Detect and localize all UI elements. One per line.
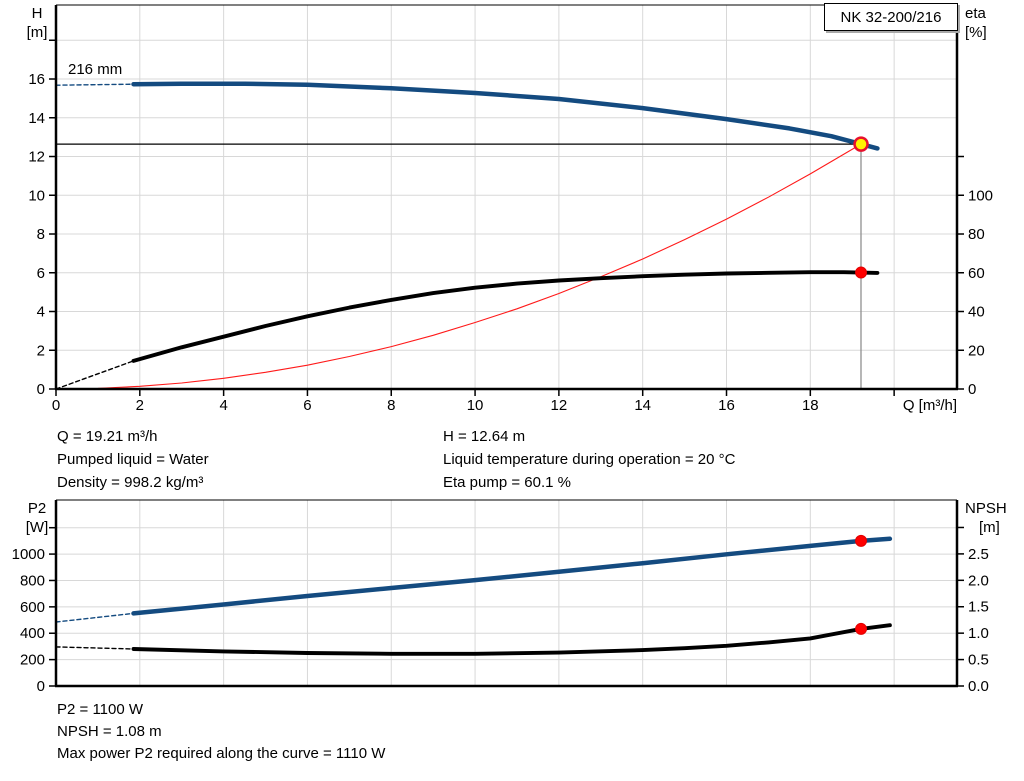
system-curve <box>55 143 862 390</box>
x-tick-label: 14 <box>634 397 651 414</box>
duty-point-p2 <box>855 534 868 547</box>
info-liquid-temperature: Liquid temperature during operation = 20… <box>443 451 736 468</box>
right-tick-label: 2.0 <box>968 572 989 589</box>
right-tick-label: 80 <box>968 226 985 243</box>
right-tick-label: 1.5 <box>968 599 989 616</box>
power-npsh-info: P2 = 1100 W NPSH = 1.08 m Max power P2 r… <box>57 699 385 765</box>
pump-curve-216mm <box>131 81 880 151</box>
left-tick-label: 6 <box>37 265 45 282</box>
pump-type-label: NK 32-200/216 <box>840 8 942 26</box>
right-tick-label: 100 <box>968 187 993 204</box>
right-tick-label: 0.5 <box>968 652 989 669</box>
right-tick-label: 60 <box>968 265 985 282</box>
info-pumped-liquid: Pumped liquid = Water <box>57 451 209 468</box>
right-tick-label: 0.0 <box>968 678 989 695</box>
left-tick-label: 4 <box>37 304 45 321</box>
p2-curve-dashed <box>55 612 135 623</box>
info-flow: Q = 19.21 m³/h <box>57 428 158 445</box>
right-tick-label: 1.0 <box>968 625 989 642</box>
x-tick-label: 2 <box>136 397 144 414</box>
left-tick-label: 0 <box>37 381 45 398</box>
left-tick-label: 16 <box>28 71 45 88</box>
pump-curve-dashed <box>55 83 135 86</box>
duty-info-right: H = 12.64 m Liquid temperature during op… <box>443 425 735 494</box>
left-axis-label: [m] <box>27 24 48 41</box>
right-axis-label: [%] <box>965 24 987 41</box>
duty-point-qh <box>853 136 869 152</box>
right-axis-label: [m] <box>979 519 1000 536</box>
left-tick-label: 400 <box>20 625 45 642</box>
duty-point-npsh <box>855 622 868 635</box>
left-axis-label: H <box>32 5 43 22</box>
duty-point-eta <box>855 266 868 279</box>
left-axis-label: [W] <box>26 519 49 536</box>
qh-eta-chart: 0 2 4 6 8 10 12 14 16 18 0 2 4 6 8 10 12 14 16 0 20 40 60 80 100… <box>27 4 993 414</box>
info-density: Density = 998.2 kg/m³ <box>57 474 204 491</box>
p2-npsh-chart: 0 200 400 600 800 1000 0.0 0.5 1.0 1.5 2.0 2.5 P2 [W]… <box>12 499 1007 695</box>
x-tick-label: 6 <box>303 397 311 414</box>
x-tick-label: 8 <box>387 397 395 414</box>
left-tick-label: 2 <box>37 342 45 359</box>
x-tick-label: 16 <box>718 397 735 414</box>
left-tick-label: 600 <box>20 599 45 616</box>
x-axis-label: Q [m³/h] <box>903 397 957 414</box>
left-tick-label: 0 <box>37 678 45 695</box>
p2-curve <box>131 536 893 616</box>
right-tick-label: 2.5 <box>968 546 989 563</box>
left-tick-label: 8 <box>37 226 45 243</box>
left-tick-label: 800 <box>20 572 45 589</box>
right-tick-label: 40 <box>968 304 985 321</box>
left-axis-label: P2 <box>28 500 46 517</box>
info-max-power: Max power P2 required along the curve = … <box>57 745 386 762</box>
x-tick-label: 18 <box>802 397 819 414</box>
eta-curve-dashed <box>55 360 135 390</box>
duty-info-left: Q = 19.21 m³/h Pumped liquid = Water Den… <box>57 425 209 494</box>
npsh-curve <box>131 623 892 656</box>
left-tick-label: 14 <box>28 110 45 127</box>
info-npsh: NPSH = 1.08 m <box>57 723 162 740</box>
x-tick-label: 12 <box>551 397 568 414</box>
pump-type-box: NK 32-200/216 <box>824 3 958 31</box>
left-tick-label: 12 <box>28 149 45 166</box>
left-tick-label: 1000 <box>12 546 45 563</box>
impeller-diameter-label: 216 mm <box>68 61 122 78</box>
info-head: H = 12.64 m <box>443 428 526 445</box>
info-p2: P2 = 1100 W <box>57 701 144 718</box>
right-tick-label: 0 <box>968 381 976 398</box>
eta-curve <box>131 270 880 363</box>
x-tick-label: 0 <box>52 397 60 414</box>
right-axis-label: NPSH <box>965 500 1007 517</box>
x-tick-label: 10 <box>467 397 484 414</box>
npsh-curve-dashed <box>55 646 135 650</box>
info-eta-pump: Eta pump = 60.1 % <box>443 474 571 491</box>
left-tick-label: 200 <box>20 652 45 669</box>
left-tick-label: 10 <box>28 187 45 204</box>
x-tick-label: 4 <box>219 397 227 414</box>
right-tick-label: 20 <box>968 342 985 359</box>
right-axis-label: eta <box>965 5 987 22</box>
